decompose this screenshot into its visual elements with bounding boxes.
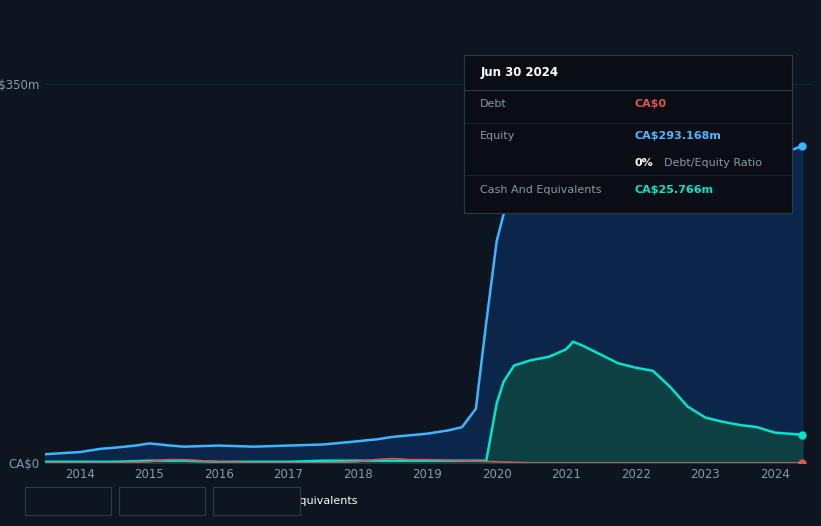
Text: Debt: Debt — [48, 496, 75, 506]
Text: Equity: Equity — [142, 496, 177, 506]
Text: CA$0: CA$0 — [635, 99, 667, 109]
Text: Cash And Equivalents: Cash And Equivalents — [480, 185, 602, 195]
Text: ●: ● — [34, 496, 44, 506]
Text: Jun 30 2024: Jun 30 2024 — [480, 66, 558, 79]
Text: 0%: 0% — [635, 158, 654, 168]
Text: CA$293.168m: CA$293.168m — [635, 131, 722, 141]
Text: Debt: Debt — [480, 99, 507, 109]
Text: ●: ● — [129, 496, 139, 506]
Text: Debt/Equity Ratio: Debt/Equity Ratio — [664, 158, 762, 168]
Text: ●: ● — [223, 496, 233, 506]
Text: Cash And Equivalents: Cash And Equivalents — [236, 496, 358, 506]
Text: CA$25.766m: CA$25.766m — [635, 185, 713, 195]
Text: Equity: Equity — [480, 131, 516, 141]
